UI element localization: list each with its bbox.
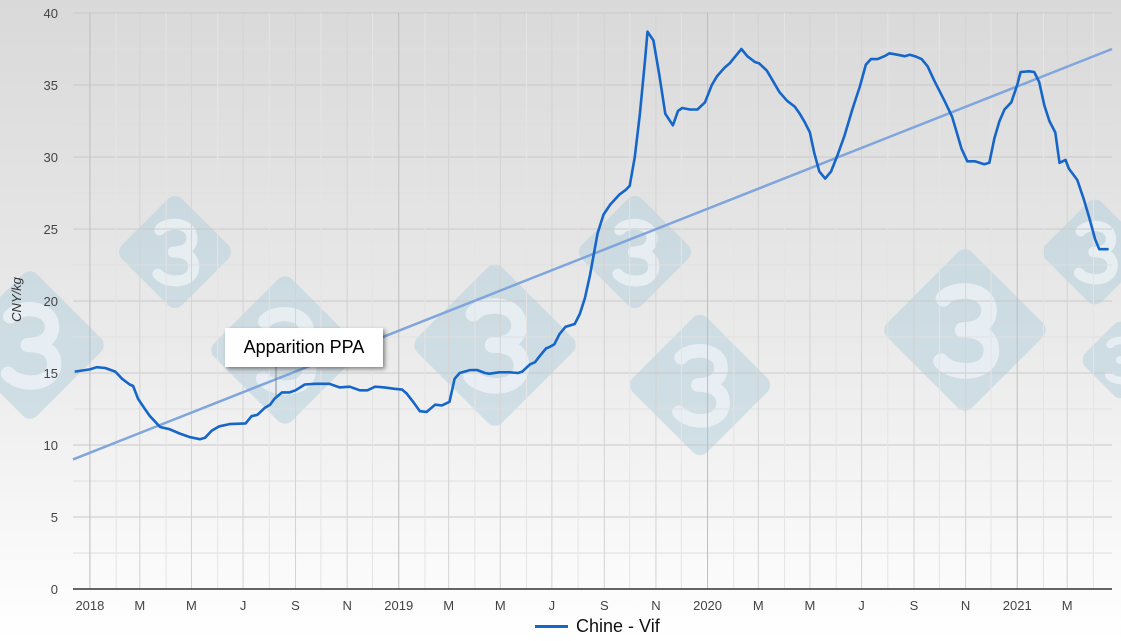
x-tick-label: M xyxy=(805,598,816,613)
x-tick-label: J xyxy=(240,598,247,613)
series-line-chine-vif[interactable] xyxy=(74,30,1109,441)
annotation-apparition-ppa: Apparition PPA xyxy=(225,328,383,367)
x-tick-label: N xyxy=(342,598,351,613)
x-tick-label: 2021 xyxy=(1003,598,1032,613)
y-axis-label: CNY/kg xyxy=(8,277,24,322)
x-tick-label: M xyxy=(495,598,506,613)
legend-swatch xyxy=(535,624,568,628)
x-tick-label: 2019 xyxy=(384,598,413,613)
watermark-digit-icon xyxy=(933,283,1000,379)
watermark-digit-icon xyxy=(0,302,62,390)
x-tick-label: M xyxy=(753,598,764,613)
y-tick-label: 30 xyxy=(44,150,58,165)
x-tick-label: N xyxy=(961,598,970,613)
watermark-digit-icon xyxy=(672,344,730,428)
x-tick-label: N xyxy=(651,598,660,613)
x-tick-label: S xyxy=(291,598,300,613)
watermark-digit-icon xyxy=(612,218,660,287)
x-tick-label: 2018 xyxy=(75,598,104,613)
watermark-digit-icon xyxy=(152,218,200,287)
y-tick-label: 25 xyxy=(44,222,58,237)
y-tick-label: 15 xyxy=(44,366,58,381)
y-tick-label: 20 xyxy=(44,294,58,309)
x-tick-label: M xyxy=(443,598,454,613)
watermark-logo xyxy=(0,196,1121,456)
legend-label: Chine - Vif xyxy=(576,615,660,636)
grid xyxy=(73,12,1112,590)
x-tick-label: M xyxy=(134,598,145,613)
watermark-digit-icon xyxy=(463,298,530,394)
y-tick-label: 5 xyxy=(51,510,58,525)
x-tick-label: S xyxy=(600,598,609,613)
x-tick-label: 2020 xyxy=(693,598,722,613)
x-tick-label: M xyxy=(1062,598,1073,613)
y-tick-label: 35 xyxy=(44,78,58,93)
watermark-digit-icon xyxy=(1105,336,1121,385)
x-axis: 2018 M M J S N 2019 M M J S N 2020 M M J S N 2021 M xyxy=(75,598,1072,613)
legend[interactable]: Chine - Vif xyxy=(535,614,660,638)
x-tick-label: M xyxy=(186,598,197,613)
x-tick-label: J xyxy=(858,598,865,613)
y-tick-label: 10 xyxy=(44,438,58,453)
x-tick-label: S xyxy=(910,598,919,613)
watermark-diamond xyxy=(1082,321,1121,399)
y-tick-label: 0 xyxy=(51,582,58,597)
y-tick-label: 40 xyxy=(44,6,58,21)
y-axis: 0 5 10 15 20 25 30 35 40 xyxy=(44,6,58,597)
x-tick-label: J xyxy=(549,598,556,613)
